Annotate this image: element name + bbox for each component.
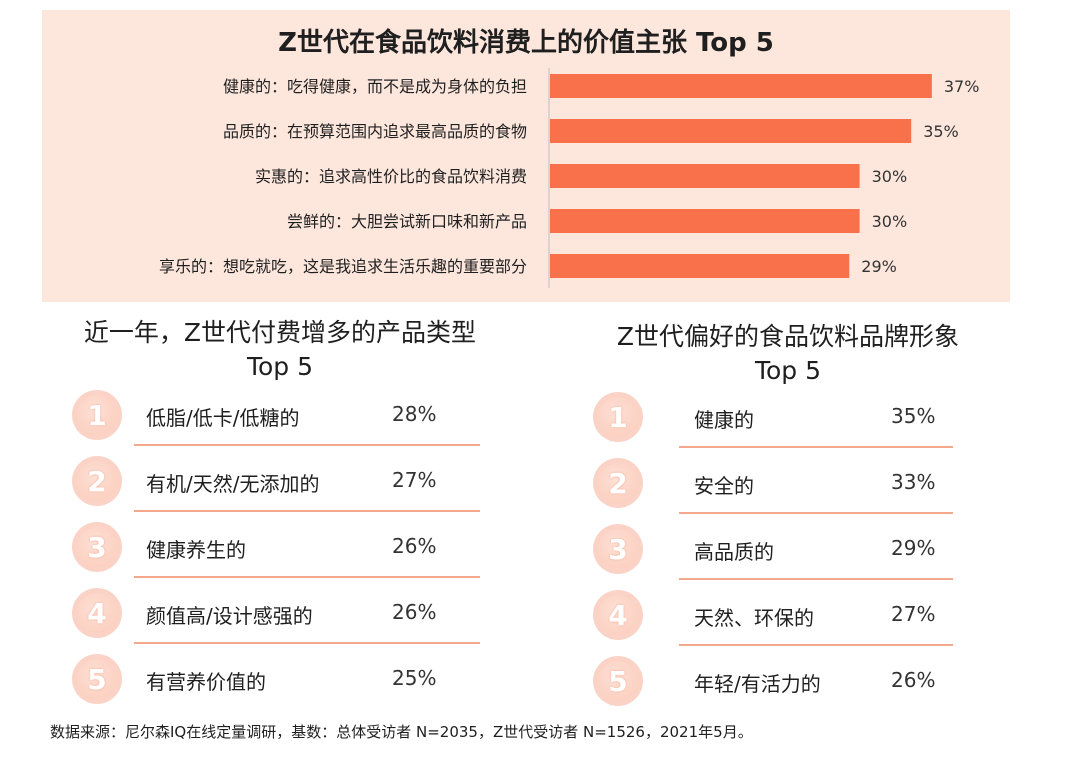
rank-label: 年轻/有活力的	[694, 672, 821, 696]
bar-chart: 健康的：吃得健康，而不是成为身体的负担 37% 品质的：在预算范围内追求最高品质的食…	[159, 68, 980, 288]
rank-number: 5	[598, 661, 638, 701]
rank-row: 3 高品质的 29%	[593, 524, 963, 590]
rank-number: 2	[77, 461, 117, 501]
rank-badge: 3	[72, 522, 122, 572]
rank-label: 高品质的	[694, 540, 774, 564]
rank-value: 28%	[392, 402, 437, 426]
rank-value: 35%	[891, 404, 936, 428]
rank-label: 安全的	[694, 474, 754, 498]
right-section-title: Z世代偏好的食品饮料品牌形象 Top 5	[548, 320, 1028, 388]
data-label: 29%	[861, 257, 897, 276]
rank-number: 1	[77, 395, 117, 435]
rank-badge: 5	[593, 656, 643, 706]
rank-number: 4	[598, 595, 638, 635]
rank-label: 健康养生的	[146, 538, 246, 562]
rank-badge: 2	[72, 456, 122, 506]
footnote: 数据来源：尼尔森IQ在线定量调研，基数：总体受访者 N=2035，Z世代受访者 …	[50, 723, 753, 741]
rank-label: 有营养价值的	[146, 670, 266, 694]
row-divider	[134, 576, 480, 578]
row-divider	[679, 578, 953, 580]
category-label: 品质的：在预算范围内追求最高品质的食物	[223, 122, 527, 141]
rank-value: 33%	[891, 470, 936, 494]
rank-row: 1 健康的 35%	[593, 392, 963, 458]
rank-value: 26%	[392, 600, 437, 624]
row-divider	[134, 642, 480, 644]
rank-label: 颜值高/设计感强的	[146, 604, 313, 628]
rank-value: 26%	[392, 534, 437, 558]
data-label: 30%	[872, 167, 908, 186]
bar	[550, 164, 860, 188]
rank-value: 26%	[891, 668, 936, 692]
rank-label: 低脂/低卡/低糖的	[146, 406, 300, 430]
category-label: 实惠的：追求高性价比的食品饮料消费	[255, 167, 527, 186]
data-label: 30%	[872, 212, 908, 231]
rank-badge: 1	[593, 392, 643, 442]
rank-badge: 3	[593, 524, 643, 574]
rank-label: 健康的	[694, 408, 754, 432]
row-divider	[679, 644, 953, 646]
bar	[550, 254, 850, 278]
chart-title: Z世代在食品饮料消费上的价值主张 Top 5	[278, 28, 774, 58]
rank-row: 5 年轻/有活力的 26%	[593, 656, 963, 722]
rank-row: 3 健康养生的 26%	[72, 522, 492, 588]
rank-number: 2	[598, 463, 638, 503]
row-divider	[679, 512, 953, 514]
row-divider	[134, 510, 480, 512]
rank-row: 1 低脂/低卡/低糖的 28%	[72, 390, 492, 456]
rank-value: 29%	[891, 536, 936, 560]
rank-badge: 4	[593, 590, 643, 640]
rank-row: 2 安全的 33%	[593, 458, 963, 524]
rank-number: 1	[598, 397, 638, 437]
bar	[550, 74, 932, 98]
rank-number: 5	[77, 659, 117, 699]
rank-number: 4	[77, 593, 117, 633]
row-divider	[134, 444, 480, 446]
bar	[550, 119, 912, 143]
left-title-line1: 近一年，Z世代付费增多的产品类型	[83, 318, 477, 347]
rank-number: 3	[77, 527, 117, 567]
top-chart-panel: Z世代在食品饮料消费上的价值主张 Top 5 健康的：吃得健康，而不是成为身体的…	[42, 10, 1010, 302]
rank-badge: 4	[72, 588, 122, 638]
rank-row: 2 有机/天然/无添加的 27%	[72, 456, 492, 522]
left-title-line2: Top 5	[246, 352, 314, 381]
rank-value: 25%	[392, 666, 437, 690]
rank-number: 3	[598, 529, 638, 569]
right-title-line2: Top 5	[754, 356, 822, 385]
rank-badge: 1	[72, 390, 122, 440]
data-label: 37%	[944, 77, 980, 96]
data-label: 35%	[923, 122, 959, 141]
category-label: 健康的：吃得健康，而不是成为身体的负担	[223, 77, 527, 96]
right-title-line1: Z世代偏好的食品饮料品牌形象	[616, 322, 960, 351]
rank-badge: 2	[593, 458, 643, 508]
row-divider	[679, 446, 953, 448]
rank-row: 4 颜值高/设计感强的 26%	[72, 588, 492, 654]
rank-value: 27%	[891, 602, 936, 626]
category-label: 享乐的：想吃就吃，这是我追求生活乐趣的重要部分	[159, 257, 527, 276]
rank-badge: 5	[72, 654, 122, 704]
rank-label: 天然、环保的	[694, 606, 814, 630]
rank-label: 有机/天然/无添加的	[146, 472, 320, 496]
category-label: 尝鲜的：大胆尝试新口味和新产品	[287, 212, 527, 231]
rank-value: 27%	[392, 468, 437, 492]
left-section-title: 近一年，Z世代付费增多的产品类型 Top 5	[40, 316, 520, 384]
rank-row: 4 天然、环保的 27%	[593, 590, 963, 656]
rank-row: 5 有营养价值的 25%	[72, 654, 492, 720]
bar	[550, 209, 860, 233]
